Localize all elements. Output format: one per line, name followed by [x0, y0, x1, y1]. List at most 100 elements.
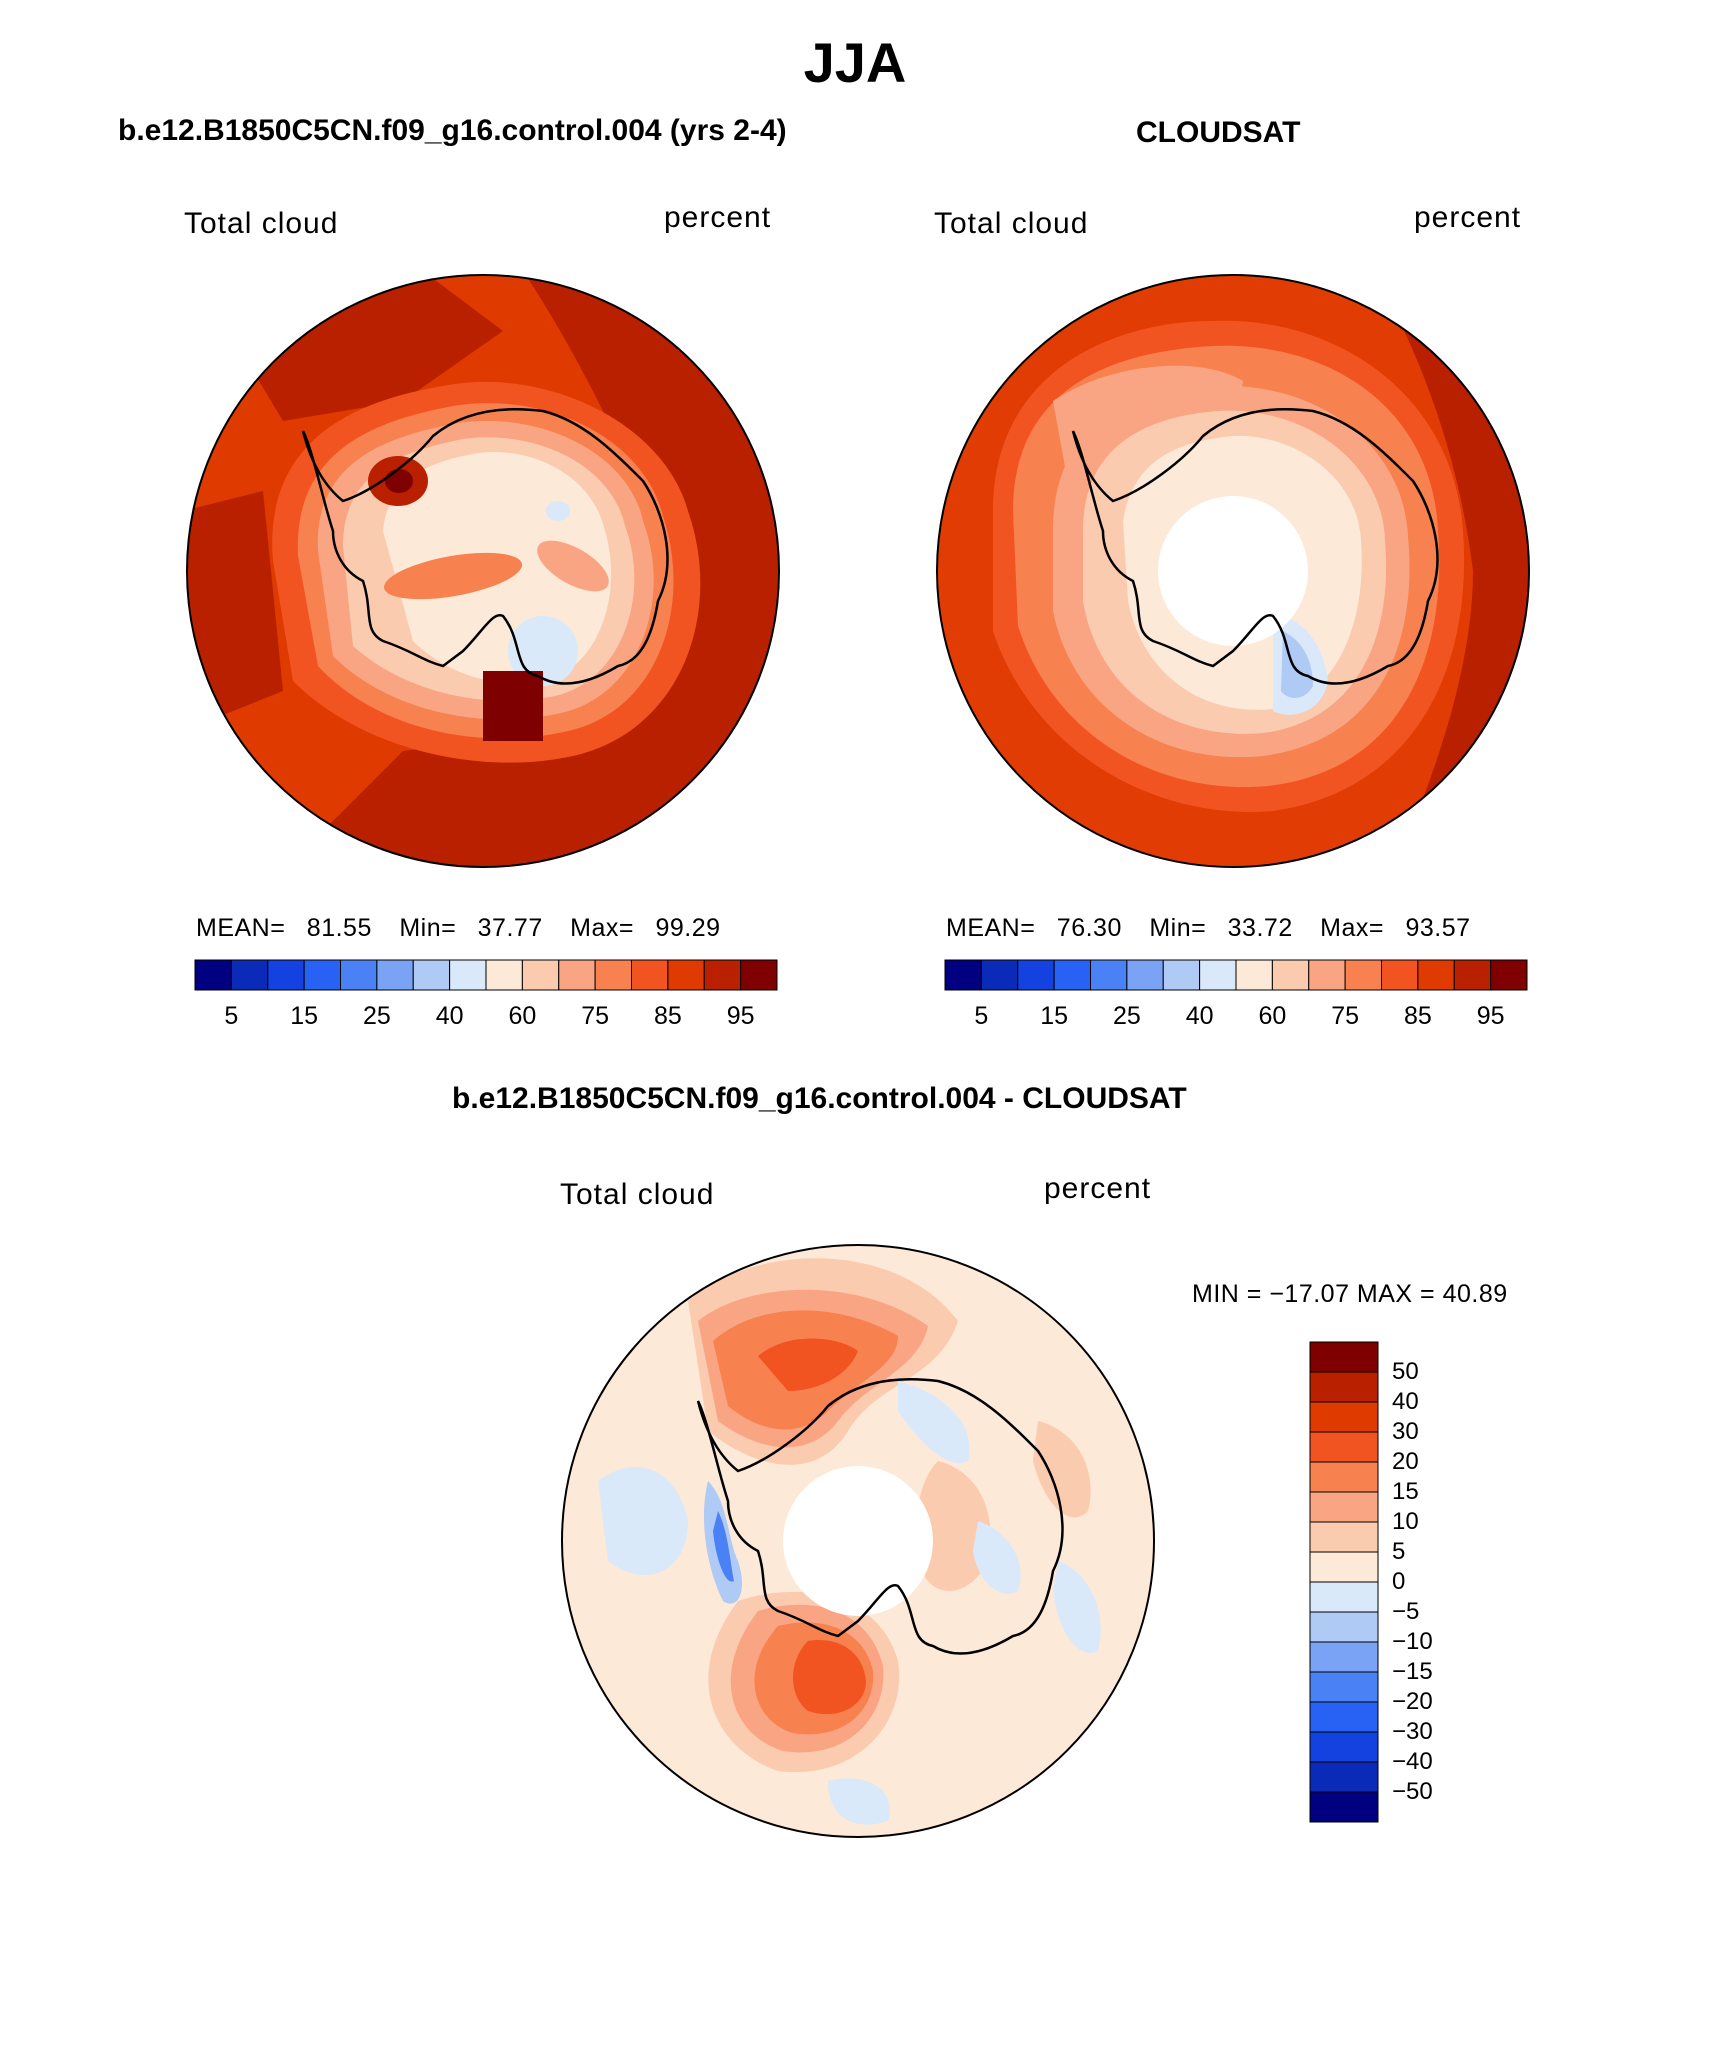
- obs-colorbar-tick-label: 25: [1112, 1002, 1141, 1030]
- model-colorbar-swatch: [376, 959, 414, 991]
- diff-colorbar-swatch: [1309, 1731, 1379, 1763]
- obs-max-label: Max=: [1320, 914, 1385, 942]
- diff-colorbar-swatch: [1309, 1641, 1379, 1673]
- diff-colorbar-tick-label: −10: [1392, 1628, 1433, 1655]
- model-colorbar-swatch: [412, 959, 451, 991]
- diff-minmax: MIN = −17.07 MAX = 40.89: [1192, 1280, 1508, 1308]
- diff-colorbar-tick-label: 20: [1392, 1448, 1419, 1475]
- model-coastline: [301, 408, 669, 685]
- diff-variable-label: Total cloud: [560, 1178, 715, 1211]
- diff-colorbar-swatch: [1309, 1371, 1379, 1403]
- obs-colorbar-tick-label: 75: [1331, 1002, 1360, 1030]
- diff-colorbar-swatch: [1309, 1401, 1379, 1433]
- model-colorbar-swatch: [303, 959, 341, 991]
- diff-no-data-hole: [783, 1466, 933, 1616]
- obs-colorbar-swatch: [1126, 959, 1164, 991]
- diff-colorbar-tick-label: 0: [1392, 1568, 1406, 1595]
- obs-max-value: 93.57: [1405, 914, 1471, 942]
- model-colorbar-tick-label: 40: [435, 1002, 464, 1030]
- model-max-patch: [483, 671, 543, 741]
- model-colorbar-tick-label: 60: [508, 1002, 537, 1030]
- model-colorbar-swatch: [267, 959, 305, 991]
- obs-colorbar-swatch: [980, 959, 1019, 991]
- diff-colorbar-tick-label: 50: [1392, 1358, 1419, 1385]
- diff-colorbar-swatch: [1309, 1671, 1379, 1703]
- model-panel-header: b.e12.B1850C5CN.f09_g16.control.004 (yrs…: [118, 114, 787, 147]
- obs-colorbar-tick-label: 95: [1476, 1002, 1505, 1030]
- diff-coastline: [696, 1378, 1064, 1655]
- diff-colorbar-swatch: [1309, 1341, 1379, 1373]
- obs-no-data-hole: [1158, 496, 1308, 646]
- obs-colorbar-swatch: [1053, 959, 1091, 991]
- diff-colorbar-swatch: [1309, 1581, 1379, 1613]
- diff-polar-map: [561, 1244, 1155, 1838]
- obs-colorbar-swatch: [1490, 959, 1528, 991]
- obs-colorbar-swatch: [1162, 959, 1201, 991]
- diff-colorbar-tick-label: −15: [1392, 1658, 1433, 1685]
- model-colorbar-swatch: [740, 959, 778, 991]
- obs-mean-label: MEAN=: [946, 914, 1036, 942]
- obs-colorbar-swatch: [1017, 959, 1055, 991]
- diff-colorbar-tick-label: −20: [1392, 1688, 1433, 1715]
- diff-colorbar-swatch: [1309, 1521, 1379, 1553]
- obs-colorbar-swatch: [1235, 959, 1273, 991]
- diff-colorbar-swatch: [1309, 1611, 1379, 1643]
- diff-colorbar-swatch: [1309, 1701, 1379, 1733]
- obs-polar-map: [936, 274, 1530, 868]
- obs-stats: MEAN= 76.30 Min= 33.72 Max= 93.57: [946, 914, 1471, 943]
- diff-colorbar-swatch: [1309, 1791, 1379, 1823]
- obs-colorbar-swatch: [1453, 959, 1492, 991]
- diff-units-label: percent: [1044, 1172, 1152, 1205]
- model-mean-value: 81.55: [306, 914, 372, 942]
- model-mean-label: MEAN=: [196, 914, 286, 942]
- model-colorbar-tick-label: 5: [224, 1002, 239, 1030]
- diff-colorbar-tick-label: 40: [1392, 1388, 1419, 1415]
- obs-colorbar: [944, 959, 1528, 991]
- obs-colorbar-tick-label: 60: [1258, 1002, 1287, 1030]
- diff-colorbar-swatch: [1309, 1491, 1379, 1523]
- obs-mean-value: 76.30: [1056, 914, 1122, 942]
- model-colorbar-tick-label: 15: [290, 1002, 319, 1030]
- diff-colorbar-tick-label: 30: [1392, 1418, 1419, 1445]
- obs-colorbar-swatch: [1344, 959, 1382, 991]
- obs-colorbar-tick-label: 40: [1185, 1002, 1214, 1030]
- obs-coastline: [1071, 408, 1439, 685]
- obs-colorbar-tick-label: 15: [1040, 1002, 1069, 1030]
- diff-colorbar-swatch: [1309, 1461, 1379, 1493]
- model-colorbar-tick-label: 75: [581, 1002, 610, 1030]
- diff-colorbar-tick-label: −30: [1392, 1718, 1433, 1745]
- model-colorbar-swatch: [558, 959, 596, 991]
- model-colorbar-swatch: [703, 959, 742, 991]
- obs-min-value: 33.72: [1227, 914, 1293, 942]
- model-colorbar-swatch: [631, 959, 669, 991]
- diff-colorbar-tick-label: −50: [1392, 1778, 1433, 1805]
- obs-colorbar-swatch: [1271, 959, 1310, 991]
- obs-variable-label: Total cloud: [934, 207, 1089, 240]
- obs-colorbar-tick-label: 85: [1403, 1002, 1432, 1030]
- model-polar-map: [186, 274, 780, 868]
- figure-title: JJA: [803, 31, 907, 94]
- model-units-label: percent: [664, 201, 772, 234]
- model-colorbar: [194, 959, 778, 991]
- diff-colorbar: [1309, 1341, 1379, 1823]
- diff-colorbar-swatch: [1309, 1431, 1379, 1463]
- diff-panel-header: b.e12.B1850C5CN.f09_g16.control.004 - CL…: [452, 1082, 1187, 1115]
- model-variable-label: Total cloud: [184, 207, 339, 240]
- model-colorbar-swatch: [230, 959, 269, 991]
- obs-units-label: percent: [1414, 201, 1522, 234]
- diff-colorbar-tick-label: 15: [1392, 1478, 1419, 1505]
- model-stats: MEAN= 81.55 Min= 37.77 Max= 99.29: [196, 914, 721, 943]
- model-colorbar-swatch: [194, 959, 232, 991]
- model-colorbar-swatch: [594, 959, 632, 991]
- obs-min-label: Min=: [1149, 914, 1207, 942]
- diff-colorbar-tick-label: 5: [1392, 1538, 1406, 1565]
- model-min-label: Min=: [399, 914, 457, 942]
- obs-colorbar-swatch: [1199, 959, 1237, 991]
- model-colorbar-tick-label: 95: [726, 1002, 755, 1030]
- diff-colorbar-tick-label: −40: [1392, 1748, 1433, 1775]
- obs-colorbar-swatch: [1308, 959, 1346, 991]
- obs-colorbar-tick-label: 5: [974, 1002, 989, 1030]
- model-colorbar-tick-label: 25: [362, 1002, 391, 1030]
- model-max-value: 99.29: [655, 914, 721, 942]
- obs-colorbar-swatch: [1090, 959, 1128, 991]
